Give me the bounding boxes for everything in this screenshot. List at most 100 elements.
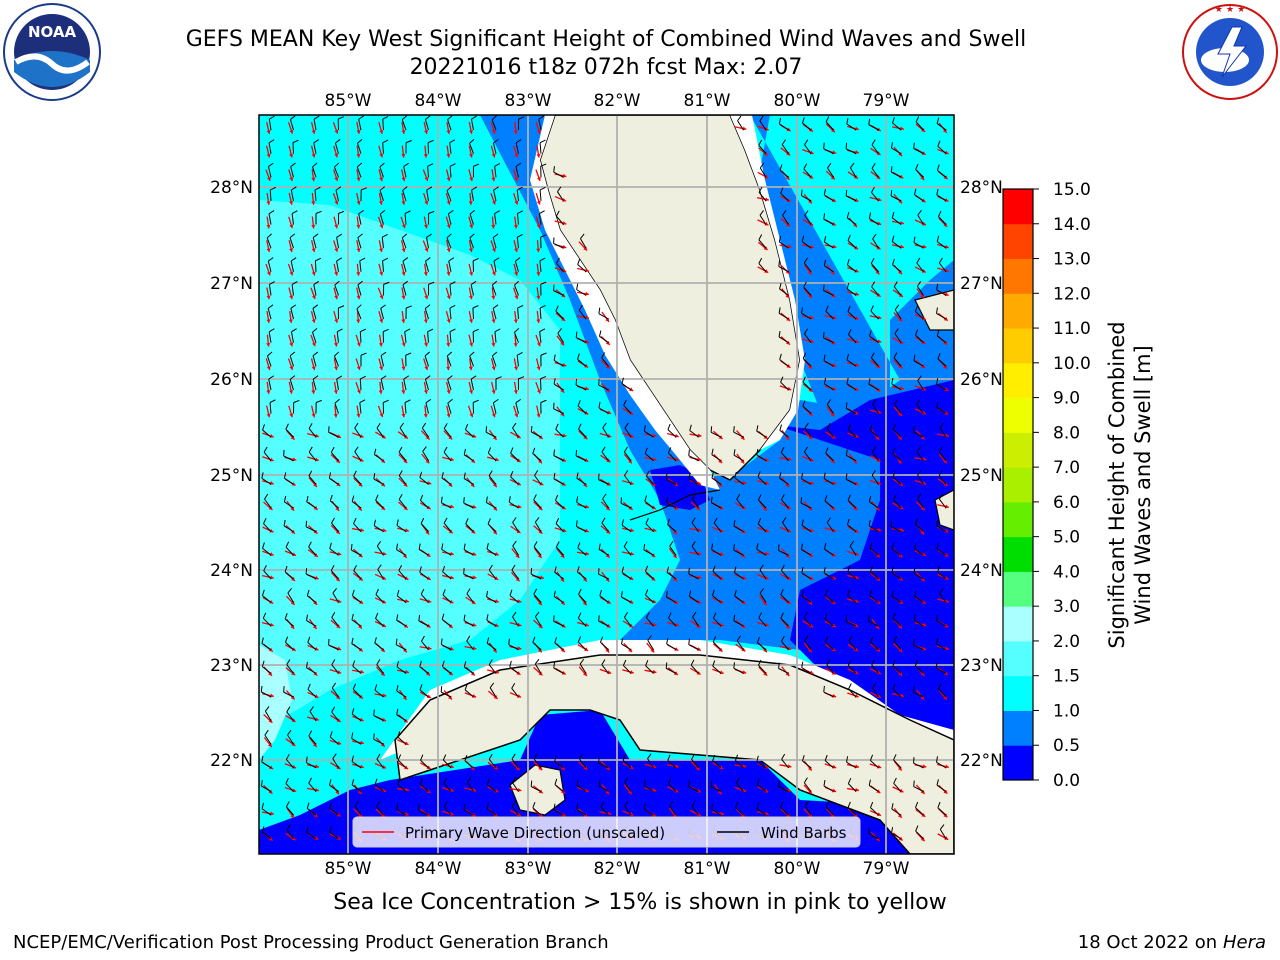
wind-barb (553, 596, 564, 603)
x-tick-label-top: 82°W (594, 91, 641, 111)
wave-arrowhead (448, 482, 453, 487)
wind-barb-flag (598, 330, 602, 337)
wind-barb-flag (575, 520, 578, 527)
wind-barb-flag (667, 447, 672, 454)
wind-barb-flag (826, 399, 832, 405)
wind-barb-flag (554, 755, 557, 762)
wind-barb-flag (598, 757, 600, 764)
wind-barb-flag (312, 304, 319, 309)
wave-arrowhead (423, 342, 429, 347)
wind-barb-flag (869, 754, 874, 761)
wind-barb-flag (515, 257, 521, 262)
wave-arrowhead (266, 366, 271, 371)
wind-barb-flag (493, 186, 499, 191)
wind-barb (824, 383, 834, 391)
wind-barb (262, 429, 272, 438)
wave-arrowhead (448, 435, 453, 440)
wind-barb (891, 572, 902, 580)
wind-barb (781, 499, 789, 509)
wind-barb (621, 596, 632, 603)
wind-barb (382, 142, 384, 154)
wave-arrowhead (921, 316, 926, 321)
wave-arrowhead (943, 813, 948, 818)
wind-barb-flag (870, 305, 874, 312)
wave-arrowhead (494, 576, 499, 580)
footer-machine: Hera (1222, 932, 1266, 953)
wind-barb-flag (466, 635, 471, 642)
wind-barb (311, 332, 317, 343)
wind-barb (517, 307, 519, 320)
wave-arrowhead (446, 342, 451, 347)
wave-arrowhead (921, 600, 926, 604)
wind-barb (516, 213, 519, 225)
wind-barb (448, 260, 452, 272)
wind-barb (512, 522, 519, 532)
wave-arrowhead (536, 366, 541, 371)
wind-barb (487, 452, 497, 462)
wind-barb (353, 570, 362, 580)
colorbar-tick-label: 0.5 (1053, 736, 1080, 756)
wind-barb-flag (291, 186, 297, 191)
wind-barb-flag (804, 328, 809, 335)
wind-barb-flag (890, 166, 893, 173)
wind-barb-flag (449, 139, 456, 144)
wind-barb (268, 119, 272, 131)
wind-barb (398, 570, 407, 580)
wind-barb (284, 571, 294, 580)
wave-arrowhead (423, 390, 428, 394)
wind-barb-flag (781, 139, 786, 145)
wind-barb-flag (645, 518, 649, 524)
wind-barb (645, 523, 654, 532)
wave-arrowhead (380, 742, 385, 747)
wind-barb (420, 759, 429, 769)
wind-barb (512, 545, 519, 556)
wind-barb-flag (360, 375, 366, 380)
wind-barb-flag (446, 186, 452, 191)
wind-barb-flag (781, 564, 785, 571)
wind-barb-flag (894, 328, 899, 334)
wind-barb (826, 522, 834, 532)
wind-barb-flag (449, 281, 456, 285)
wind-barb (870, 310, 879, 320)
wind-barb-flag (267, 351, 273, 357)
wave-arrowhead (516, 812, 521, 817)
wind-barb-flag (471, 115, 477, 120)
wind-barb-flag (463, 496, 465, 504)
wind-barb-flag (598, 379, 600, 386)
wind-barb (601, 357, 609, 367)
wind-barb-flag (936, 542, 939, 550)
wind-barb-flag (577, 542, 581, 549)
wind-barb-flag (937, 801, 941, 808)
wave-arrowhead (470, 766, 475, 771)
colorbar-tick-label: 3.0 (1053, 597, 1080, 617)
wind-barb-flag (464, 755, 468, 762)
wind-barb-flag (269, 281, 275, 285)
wave-arrowhead (356, 295, 361, 300)
wind-barb-flag (892, 660, 896, 667)
wave-arrowhead (742, 480, 747, 485)
wind-barb (937, 145, 947, 154)
wind-barb (308, 451, 317, 462)
wind-barb-flag (334, 280, 340, 286)
wind-barb (602, 427, 609, 438)
wind-barb-flag (373, 519, 376, 526)
wind-barb (804, 333, 812, 343)
wind-barb-flag (869, 424, 873, 431)
wind-barb (264, 734, 272, 745)
wave-arrowhead (334, 271, 339, 276)
wave-arrowhead (898, 648, 903, 652)
wave-arrowhead (356, 224, 361, 229)
colorbar-bin (1003, 362, 1033, 399)
wind-barb-flag (351, 495, 355, 502)
wind-barb (847, 783, 857, 792)
wind-barb (269, 189, 272, 201)
wind-barb (331, 522, 339, 532)
wind-barb (553, 290, 564, 296)
wave-arrowhead (311, 201, 316, 205)
wind-barb-flag (781, 753, 786, 760)
wind-barb (314, 260, 317, 272)
wind-barb (379, 213, 384, 225)
wind-barb-flag (601, 659, 606, 665)
wind-barb-flag (891, 590, 894, 597)
wave-arrowhead (379, 129, 384, 134)
